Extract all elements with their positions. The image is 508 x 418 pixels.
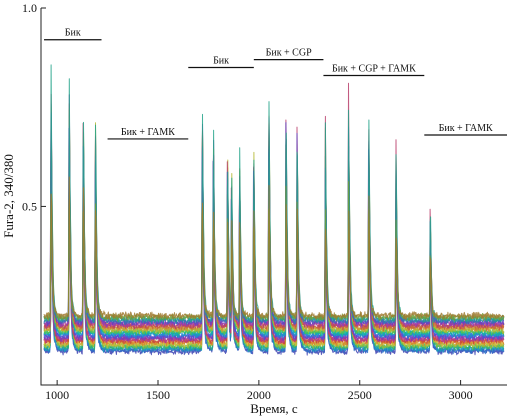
y-tick-label: 1.0 bbox=[22, 1, 37, 15]
cell-trace bbox=[43, 190, 505, 346]
treatment-annotations: Бик Бик + ГАМК Бик Бик + CGP Бик + CGP + ГАМ… bbox=[44, 28, 507, 140]
x-tick-label: 2000 bbox=[247, 388, 271, 402]
treatment-label: Бик bbox=[213, 56, 229, 67]
treatment-label: Бик + CGP bbox=[266, 48, 312, 59]
x-tick-label: 1000 bbox=[45, 388, 69, 402]
axis-frame bbox=[40, 8, 507, 386]
cell-trace bbox=[43, 191, 505, 325]
y-axis-title: Fura-2, 340/380 bbox=[1, 154, 16, 238]
cell-trace bbox=[43, 187, 505, 355]
y-tick-label: 0.5 bbox=[22, 199, 37, 213]
axes: 1000 1500 2000 2500 3000 0.5 1.0 bbox=[22, 1, 507, 402]
x-tick-label: 2500 bbox=[348, 388, 372, 402]
calcium-traces bbox=[43, 64, 505, 356]
x-tick-label: 1500 bbox=[146, 388, 170, 402]
cell-trace bbox=[43, 176, 505, 321]
x-tick-label: 3000 bbox=[449, 388, 473, 402]
treatment-label: Бик + ГАМК bbox=[439, 123, 493, 134]
x-axis-title: Время, с bbox=[250, 401, 298, 416]
treatment-label: Бик + ГАМК bbox=[121, 127, 175, 138]
treatment-label: Бик + CGP + ГАМК bbox=[332, 63, 416, 74]
treatment-label: Бик bbox=[65, 28, 81, 39]
